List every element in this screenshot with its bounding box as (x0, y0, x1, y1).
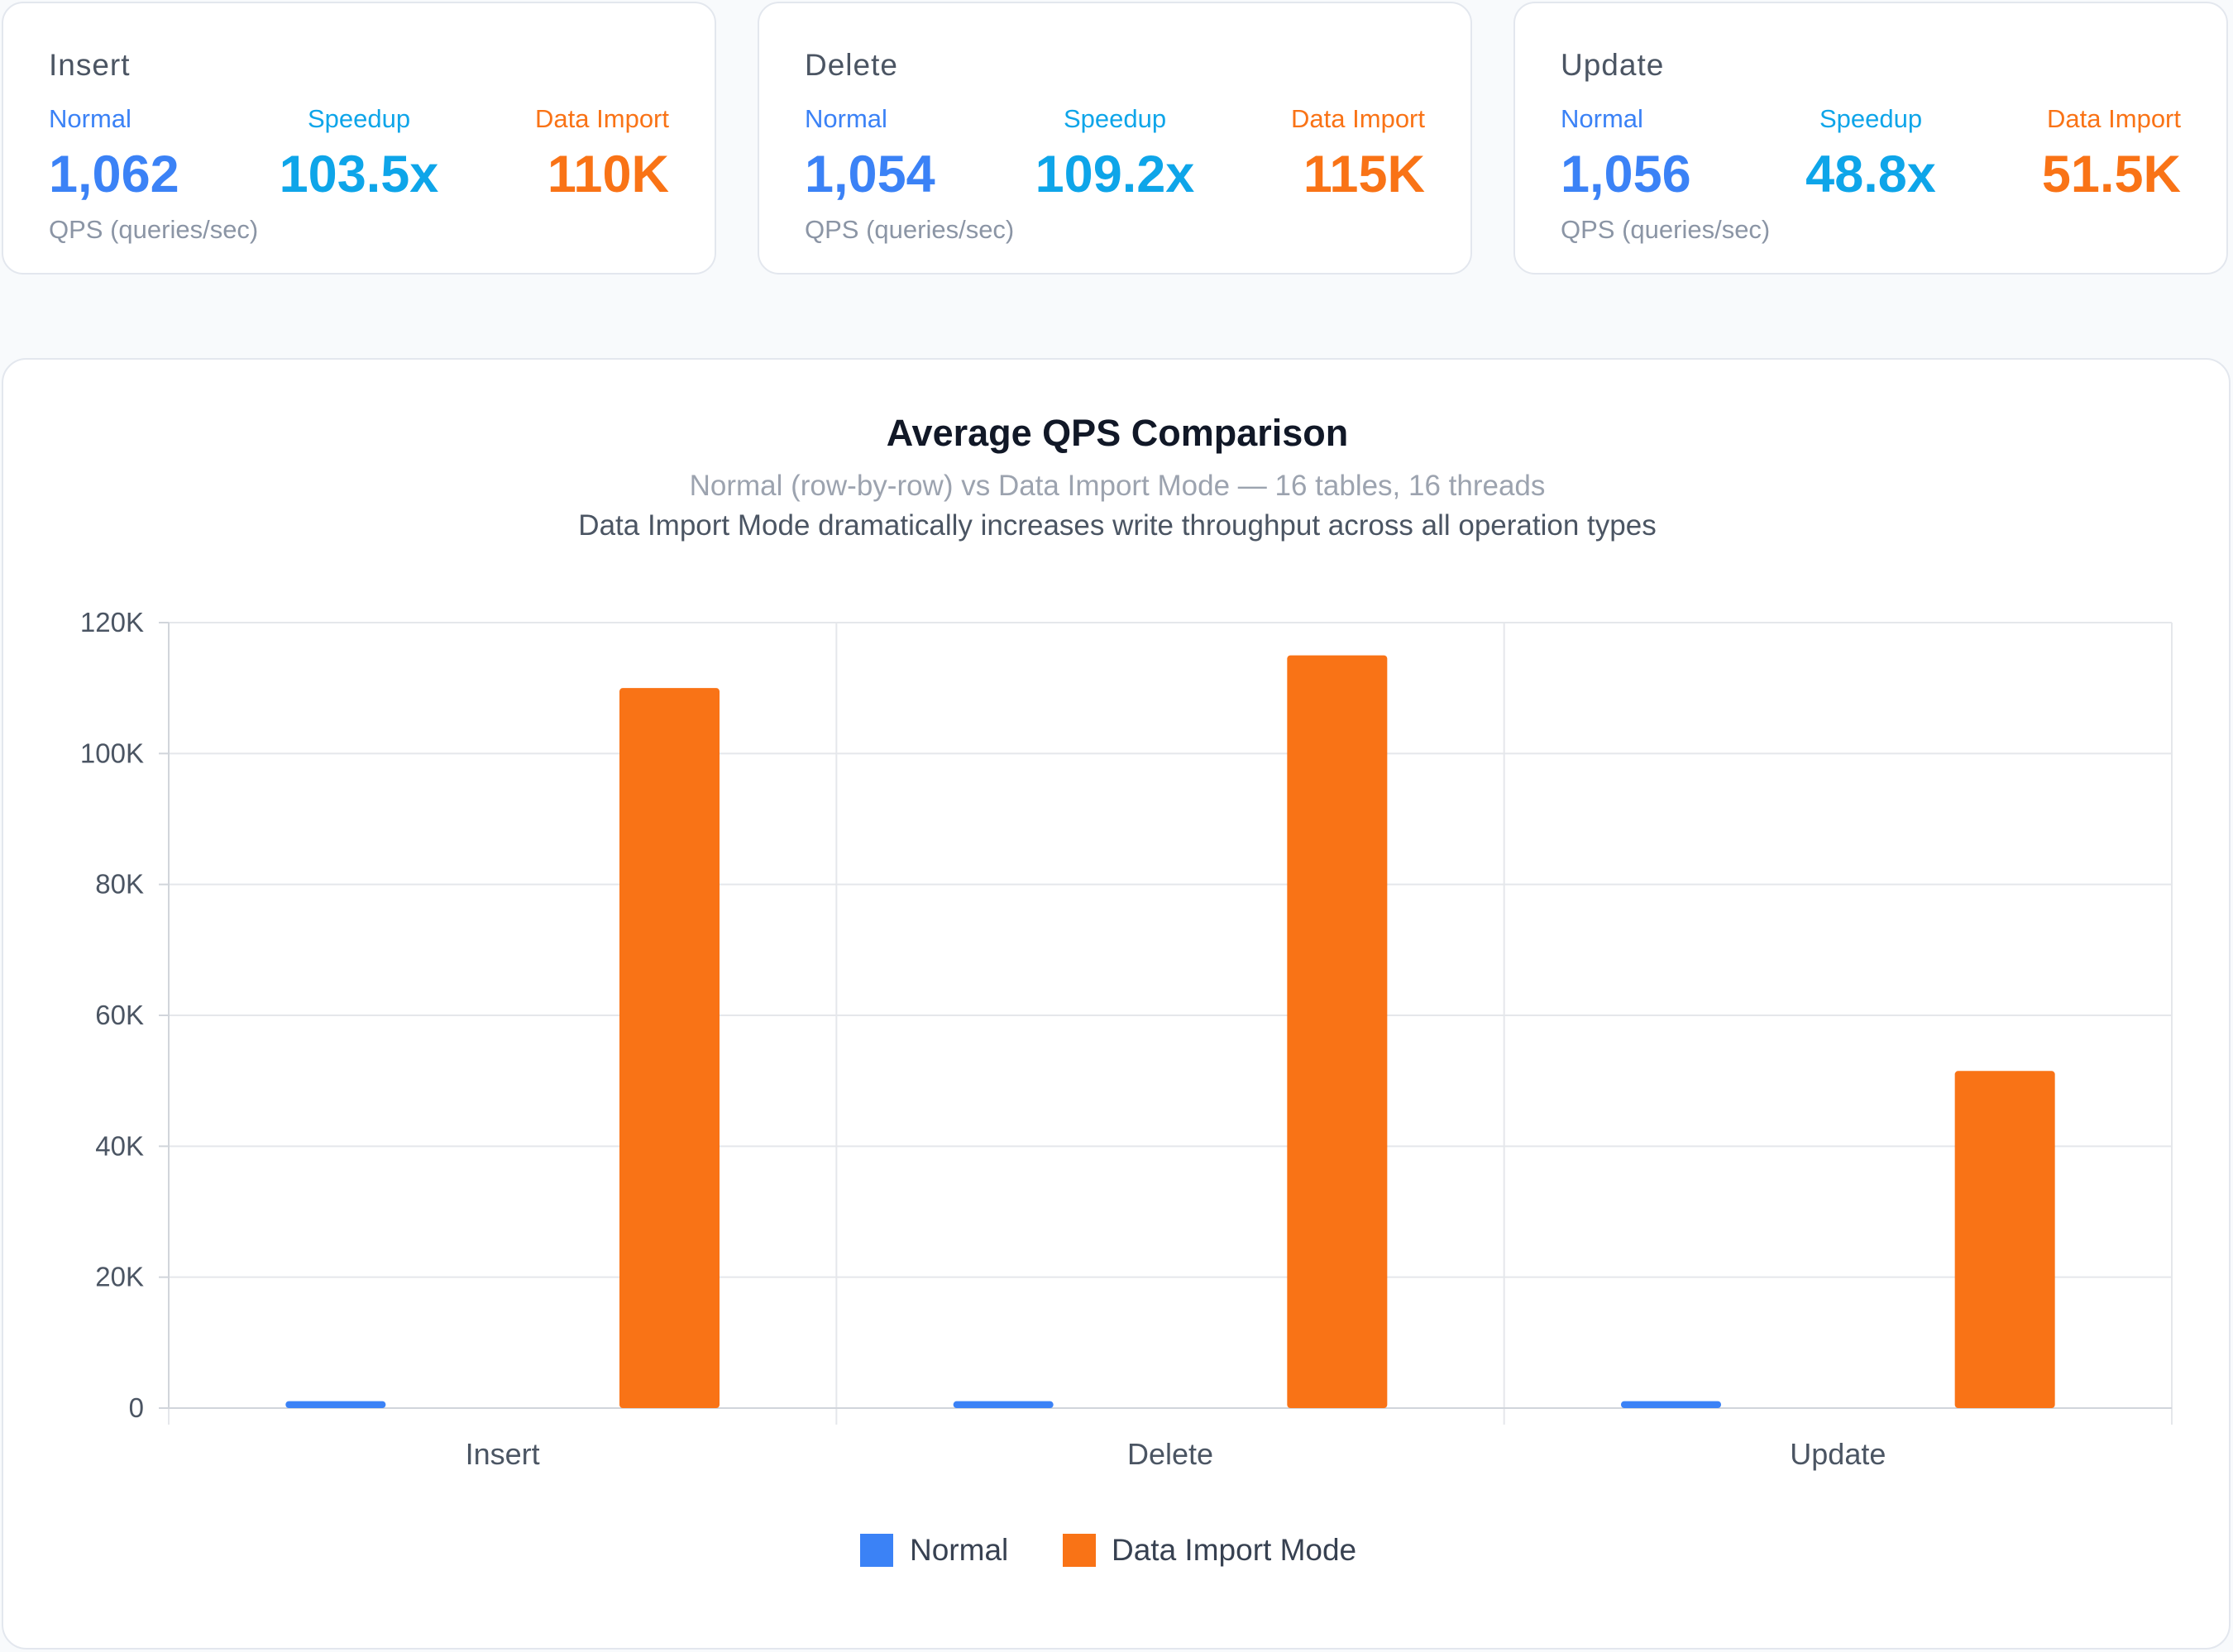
legend-label-data-import-mode: Data Import Mode (1112, 1533, 1356, 1567)
import-label: Data Import (1291, 104, 1425, 133)
card-title: Insert (49, 48, 131, 82)
y-axis: 0 20K 40K 60K 80K 100K 120K (80, 607, 169, 1423)
import-metric: Data Import 51.5K (2042, 106, 2181, 201)
normal-label: Normal (805, 104, 887, 133)
bar-delete-normal (953, 1401, 1054, 1408)
unit-label: QPS (queries/sec) (805, 215, 1015, 244)
legend: Normal Data Import Mode (860, 1533, 1356, 1567)
y-tick-label: 100K (80, 738, 144, 768)
chart-subtitle: Normal (row-by-row) vs Data Import Mode … (690, 470, 1546, 502)
y-tick-label: 120K (80, 607, 144, 637)
normal-value: 1,062 (49, 146, 179, 203)
y-tick-label: 80K (95, 869, 144, 900)
import-metric: Data Import 115K (1291, 106, 1425, 201)
bar-insert-normal (285, 1401, 386, 1408)
y-tick-label: 60K (95, 1000, 144, 1030)
speedup-value: 109.2x (1035, 146, 1195, 203)
card-title: Update (1561, 48, 1665, 82)
stat-card-update: Update Normal 1,056 Speedup 48.8x Data I… (1513, 2, 2228, 275)
chart-title: Average QPS Comparison (887, 412, 1349, 454)
speedup-value: 103.5x (279, 146, 439, 203)
normal-metric: Normal 1,062 (49, 106, 179, 201)
x-tick-label: Insert (466, 1437, 540, 1471)
x-axis: Insert Delete Update (466, 1437, 1886, 1471)
unit-label: QPS (queries/sec) (1561, 215, 1771, 244)
speedup-metric: Speedup 48.8x (1747, 106, 1995, 201)
normal-value: 1,056 (1561, 146, 1691, 203)
normal-metric: Normal 1,054 (805, 106, 935, 201)
x-tick-label: Update (1790, 1437, 1886, 1471)
y-tick-label: 20K (95, 1262, 144, 1292)
normal-metric: Normal 1,056 (1561, 106, 1691, 201)
normal-value: 1,054 (805, 146, 935, 203)
stat-card-delete: Delete Normal 1,054 Speedup 109.2x Data … (758, 2, 1472, 275)
import-value: 110K (547, 146, 669, 203)
import-label: Data Import (535, 104, 669, 133)
qps-bar-chart: Average QPS Comparison Normal (row-by-ro… (80, 412, 2173, 1567)
import-label: Data Import (2047, 104, 2181, 133)
speedup-metric: Speedup 109.2x (991, 106, 1239, 201)
y-tick-label: 40K (95, 1130, 144, 1161)
grid (168, 622, 2173, 1425)
speedup-label: Speedup (1063, 104, 1167, 133)
bars (285, 655, 2055, 1408)
speedup-metric: Speedup 103.5x (235, 106, 483, 201)
bar-update-normal (1621, 1401, 1721, 1408)
stat-card-insert: Insert Normal 1,062 Speedup 103.5x Data … (2, 2, 716, 275)
legend-label-normal: Normal (910, 1533, 1008, 1567)
import-value: 115K (1303, 146, 1425, 203)
legend-swatch-data-import-mode (1063, 1534, 1096, 1567)
normal-label: Normal (1561, 104, 1643, 133)
bar-delete-data-import-mode (1287, 655, 1388, 1408)
y-tick-label: 0 (129, 1392, 144, 1423)
normal-label: Normal (49, 104, 131, 133)
speedup-label: Speedup (307, 104, 411, 133)
x-tick-label: Delete (1127, 1437, 1213, 1471)
import-metric: Data Import 110K (535, 106, 669, 201)
legend-swatch-normal (860, 1534, 893, 1567)
card-title: Delete (805, 48, 898, 82)
chart-description: Data Import Mode dramatically increases … (578, 509, 1656, 542)
import-value: 51.5K (2041, 146, 2181, 203)
speedup-value: 48.8x (1805, 146, 1936, 203)
speedup-label: Speedup (1819, 104, 1923, 133)
bar-insert-data-import-mode (619, 688, 720, 1408)
chart-card: Average QPS Comparison Normal (row-by-ro… (2, 358, 2231, 1650)
unit-label: QPS (queries/sec) (49, 215, 259, 244)
bar-update-data-import-mode (1954, 1071, 2055, 1408)
